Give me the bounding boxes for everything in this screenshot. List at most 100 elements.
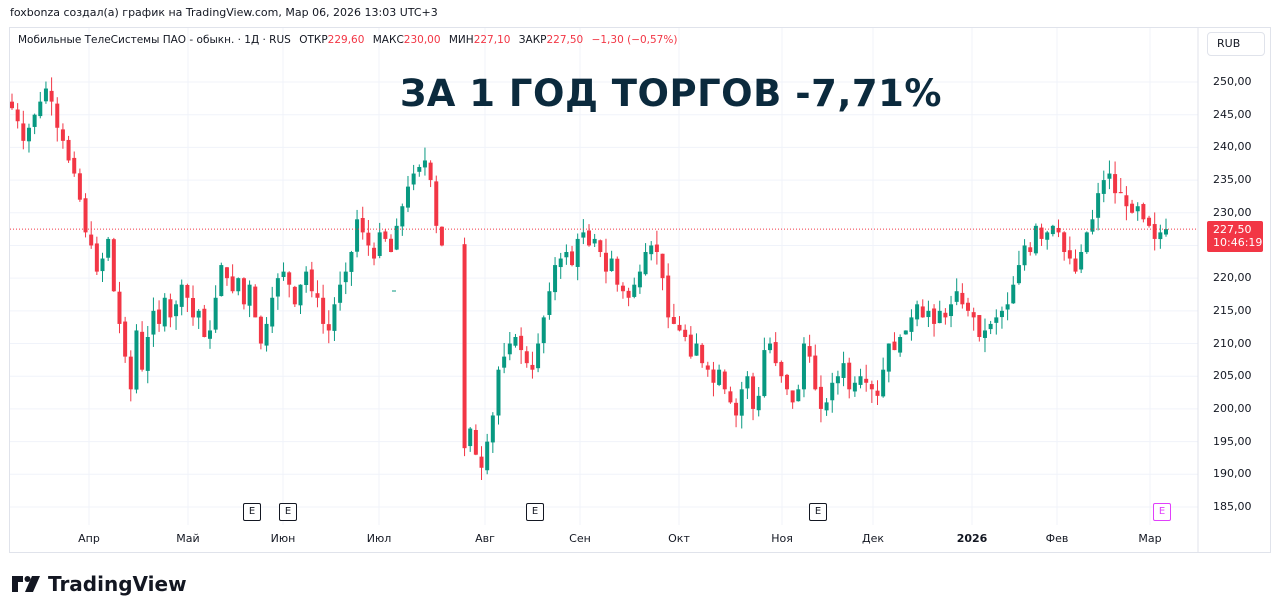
time-axis-label: Фев — [1045, 532, 1069, 545]
candle-up — [954, 291, 959, 302]
price-axis-label: 250,00 — [1213, 75, 1252, 88]
candle-up — [762, 350, 767, 397]
price-axis-label: 200,00 — [1213, 401, 1252, 415]
time-axis-label: Дек — [861, 532, 885, 545]
candle-up — [1084, 232, 1089, 253]
candle-up — [1022, 245, 1027, 266]
candle-down — [603, 252, 608, 272]
price-axis-label: 190,00 — [1213, 467, 1252, 481]
candle-down — [587, 230, 591, 246]
candle-down — [784, 374, 789, 390]
candle-down — [439, 226, 444, 246]
time-axis-label: Сен — [569, 532, 591, 545]
candle-up — [881, 369, 886, 397]
candle-up — [502, 356, 507, 368]
candle-down — [55, 103, 60, 128]
candle-up — [496, 369, 501, 416]
time-axis-label: Июн — [270, 532, 296, 545]
logo-text: TradingView — [48, 572, 187, 596]
candle-down — [479, 456, 484, 468]
candle-up — [485, 441, 490, 471]
candle-up — [852, 382, 857, 392]
candle-down — [660, 253, 665, 279]
earnings-icon[interactable]: E — [809, 503, 827, 521]
candle-up — [994, 317, 999, 323]
low-value: 227,10 — [473, 34, 511, 46]
candle-up — [174, 304, 179, 317]
candle-down — [1028, 247, 1033, 252]
earnings-icon[interactable]: E — [279, 503, 297, 521]
price-axis-label: 235,00 — [1213, 173, 1252, 187]
time-axis-label: Июл — [366, 532, 392, 545]
time-axis-label: 2026 — [956, 532, 988, 545]
candle-down — [241, 278, 246, 305]
candle-up — [1107, 173, 1112, 179]
candle-down — [321, 297, 326, 324]
candle-up — [1079, 252, 1084, 270]
candle-up — [1158, 232, 1163, 240]
price-axis-label: 240,00 — [1213, 140, 1252, 154]
candle-up — [564, 252, 569, 258]
candle-down — [920, 306, 925, 318]
candle-down — [15, 109, 20, 122]
candle-down — [671, 317, 676, 324]
candle-up — [219, 265, 224, 297]
candle-down — [734, 402, 739, 416]
candle-up — [377, 232, 382, 256]
candle-down — [892, 341, 897, 351]
candle-up — [536, 343, 541, 369]
candle-down — [202, 308, 207, 337]
tradingview-logo[interactable]: TradingView — [12, 572, 187, 596]
candle-up — [988, 323, 993, 330]
candle-up — [247, 284, 252, 306]
candle-up — [400, 206, 405, 227]
candle-down — [966, 302, 971, 311]
candle-up — [541, 317, 546, 344]
candle-down — [1124, 195, 1129, 207]
low-label: МИН — [448, 34, 474, 46]
candle-down — [434, 181, 439, 226]
candle-up — [394, 225, 399, 250]
symbol-legend: Мобильные ТелеСистемы ПАО - обыкн. · 1Д … — [18, 34, 677, 46]
candle-up — [1050, 225, 1055, 235]
candle-up — [162, 297, 167, 327]
candle-up — [643, 252, 648, 275]
candle-down — [751, 376, 756, 409]
candle-down — [677, 324, 682, 331]
candle-down — [224, 267, 229, 279]
candle-up — [835, 376, 840, 384]
candle-down — [977, 315, 982, 337]
high-value: 230,00 — [403, 34, 441, 46]
candle-down — [292, 286, 297, 305]
candle-up — [507, 343, 512, 355]
candle-up — [207, 330, 212, 339]
upcoming-earnings-icon[interactable]: E — [1153, 503, 1171, 521]
candle-down — [1056, 227, 1061, 233]
candle-down — [72, 157, 77, 174]
earnings-icon[interactable]: E — [526, 503, 544, 521]
candle-down — [123, 321, 128, 357]
price-axis-label: 220,00 — [1213, 271, 1252, 285]
candle-up — [304, 271, 309, 286]
bar-countdown: 10:46:19 — [1213, 236, 1263, 249]
candle-down — [94, 243, 99, 272]
candle-up — [405, 186, 410, 208]
candle-up — [949, 304, 954, 317]
candle-up — [739, 389, 744, 416]
candle-down — [683, 329, 688, 337]
earnings-icon[interactable]: E — [243, 503, 261, 521]
symbol-title[interactable]: Мобильные ТелеСистемы ПАО - обыкн. · 1Д … — [18, 34, 291, 46]
currency-button[interactable]: RUB — [1207, 32, 1265, 56]
candle-down — [315, 293, 320, 298]
candle-up — [298, 284, 303, 306]
candle-down — [620, 285, 625, 292]
price-axis-label: 215,00 — [1213, 303, 1252, 317]
candle-up — [717, 369, 722, 385]
candle-down — [875, 390, 880, 396]
open-value: 229,60 — [327, 34, 365, 46]
candle-up — [858, 376, 863, 385]
candle-up — [270, 297, 275, 327]
candle-up — [26, 127, 31, 142]
candle-down — [722, 371, 727, 390]
